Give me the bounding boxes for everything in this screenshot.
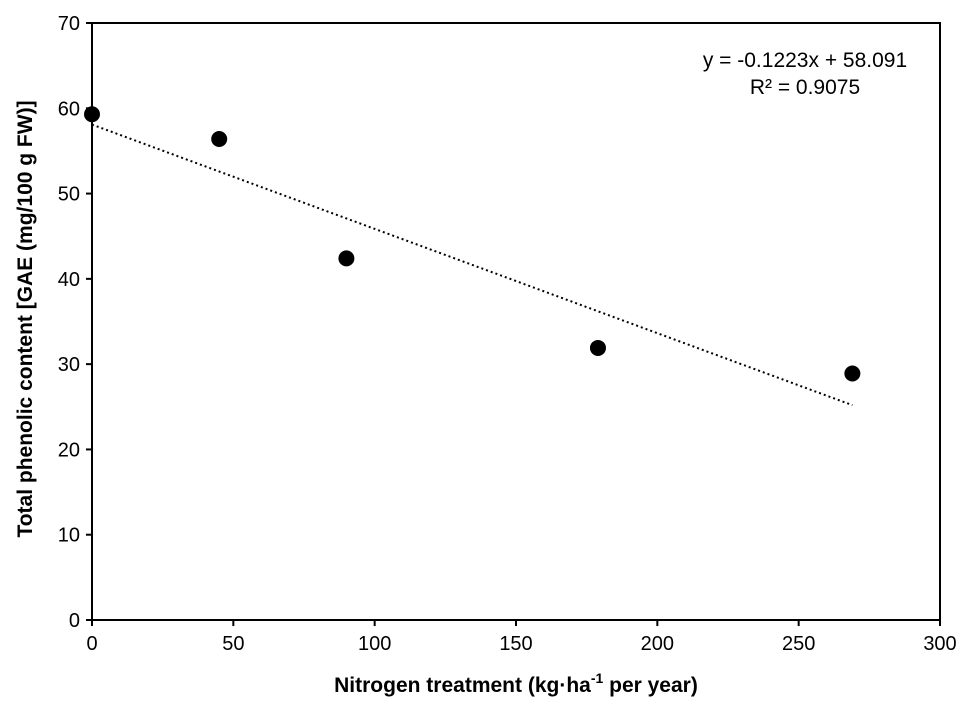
y-tick-label: 30 — [58, 354, 80, 376]
y-tick-label: 50 — [58, 184, 80, 206]
x-tick-label: 100 — [358, 633, 391, 655]
x-axis-title-superscript: -1 — [591, 670, 604, 686]
plot-frame — [91, 22, 941, 621]
axes — [91, 22, 941, 621]
y-tick-label: 40 — [58, 269, 80, 291]
y-tick-label: 60 — [58, 98, 80, 120]
x-axis-title-main: Nitrogen treatment (kg·ha — [334, 674, 591, 697]
y-tick-label: 10 — [58, 525, 80, 547]
x-tick-label: 200 — [641, 633, 674, 655]
data-point — [211, 130, 228, 147]
x-axis-title: Nitrogen treatment (kg·ha-1 per year) — [334, 670, 698, 697]
y-tick-label: 0 — [69, 610, 80, 632]
y-axis-title: Total phenolic content [GAE (mg/100 g FW… — [14, 100, 37, 537]
x-tick-label: 150 — [499, 633, 532, 655]
trendline-layer — [91, 123, 853, 407]
data-point — [844, 365, 861, 382]
data-point — [589, 339, 606, 356]
x-tick-label: 250 — [782, 633, 815, 655]
data-point — [338, 250, 355, 267]
r-squared-label: R² = 0.9075 — [750, 76, 860, 99]
y-tick-label: 20 — [58, 439, 80, 461]
trendline — [91, 123, 853, 407]
data-point — [84, 106, 100, 123]
y-tick-label: 70 — [58, 13, 80, 35]
axis-ticks: 0 50 100 150 200 250 300 0 10 20 30 40 50 60 70 — [58, 13, 957, 655]
x-tick-label: 50 — [222, 633, 244, 655]
x-tick-label: 0 — [86, 633, 97, 655]
x-axis-title-suffix: per year) — [603, 674, 698, 697]
x-tick-label: 300 — [923, 633, 956, 655]
data-points — [84, 106, 861, 382]
trendline-equation: y = -0.1223x + 58.091 — [703, 49, 907, 72]
